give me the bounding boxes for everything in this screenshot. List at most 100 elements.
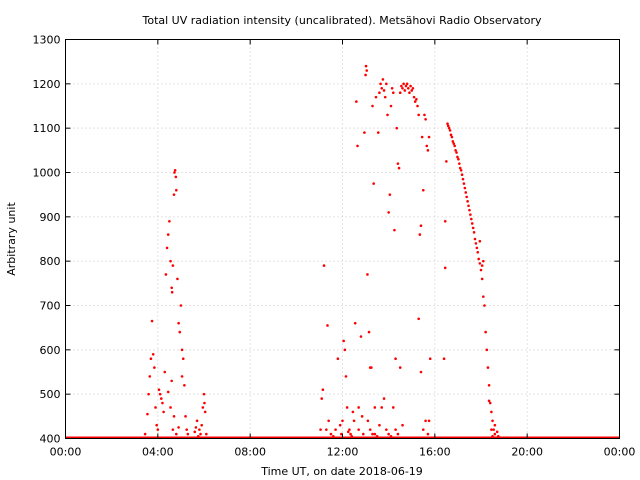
data-point	[172, 193, 176, 196]
data-point	[373, 432, 377, 436]
data-point	[487, 399, 491, 403]
data-point	[406, 86, 410, 90]
data-point	[169, 406, 172, 409]
data-point	[469, 213, 472, 216]
y-tick-label: 700	[40, 300, 61, 313]
data-point	[383, 95, 387, 99]
data-point	[326, 324, 329, 327]
data-point	[447, 126, 451, 130]
data-point	[467, 204, 470, 208]
data-point	[344, 375, 348, 378]
data-point	[340, 432, 343, 436]
data-point	[382, 89, 386, 92]
data-point	[408, 91, 411, 94]
data-point	[320, 397, 324, 400]
data-point	[454, 149, 457, 152]
data-point	[172, 415, 176, 418]
data-point	[480, 264, 484, 267]
data-point	[427, 135, 431, 139]
data-point	[380, 406, 384, 409]
data-point	[153, 366, 156, 369]
data-point	[391, 406, 395, 409]
data-point	[331, 434, 335, 438]
data-point	[394, 428, 397, 431]
data-point	[321, 388, 325, 392]
data-point	[325, 428, 328, 431]
data-point	[484, 330, 487, 334]
data-point	[477, 257, 480, 261]
data-point	[170, 290, 174, 294]
data-point	[202, 392, 206, 396]
data-point	[158, 392, 162, 396]
data-point	[404, 84, 408, 88]
data-point	[493, 432, 497, 436]
data-point	[405, 82, 409, 86]
data-point	[184, 415, 187, 418]
data-point	[397, 166, 401, 170]
data-point	[161, 401, 164, 405]
data-point	[365, 69, 369, 72]
data-point	[445, 160, 448, 163]
data-point	[458, 166, 462, 170]
data-point	[401, 86, 404, 90]
x-tick-label: 00:00	[604, 446, 636, 459]
data-point	[446, 122, 449, 126]
data-point	[464, 191, 468, 194]
data-point	[368, 428, 372, 431]
data-point	[495, 430, 499, 434]
data-point	[378, 423, 381, 427]
chart-title: Total UV radiation intensity (uncalibrat…	[142, 14, 542, 27]
data-point	[403, 89, 407, 92]
y-tick-label: 1200	[33, 78, 61, 91]
x-tick-label: 20:00	[511, 446, 543, 459]
data-point	[371, 432, 374, 436]
data-point	[396, 432, 400, 436]
data-point	[175, 188, 178, 192]
data-point	[456, 155, 459, 159]
data-point	[343, 348, 347, 352]
data-point	[476, 251, 480, 254]
data-point	[410, 89, 414, 92]
data-point	[479, 268, 483, 272]
data-point	[411, 86, 415, 90]
data-point	[146, 412, 149, 416]
data-point	[372, 182, 375, 185]
data-point	[396, 162, 400, 165]
data-point	[156, 428, 160, 431]
data-point	[163, 370, 167, 374]
data-point	[359, 335, 363, 338]
data-point	[166, 233, 170, 236]
data-point	[382, 397, 386, 400]
data-point	[478, 239, 482, 243]
data-point	[427, 419, 431, 423]
data-point	[348, 428, 351, 431]
data-point	[451, 140, 455, 143]
data-point	[412, 95, 416, 99]
data-point	[483, 304, 486, 307]
data-point	[394, 357, 397, 361]
data-point	[420, 135, 424, 139]
data-point	[463, 186, 467, 190]
data-point	[398, 91, 402, 94]
data-point	[180, 375, 184, 378]
data-point	[353, 321, 357, 325]
data-point	[419, 370, 423, 374]
data-point	[482, 295, 485, 298]
data-point	[351, 410, 355, 414]
data-point	[177, 321, 180, 325]
data-point	[458, 162, 461, 165]
data-point	[424, 118, 427, 121]
data-point	[165, 246, 169, 250]
data-point	[200, 423, 203, 427]
data-point	[491, 419, 494, 423]
data-point	[166, 390, 170, 394]
data-point	[442, 357, 446, 361]
axis-ticks	[65, 39, 620, 439]
data-point	[173, 168, 177, 172]
data-point	[488, 401, 492, 405]
data-point	[497, 434, 500, 438]
data-point	[154, 406, 157, 409]
y-tick-label: 600	[40, 344, 61, 357]
data-point	[367, 330, 371, 334]
data-point	[416, 104, 419, 108]
